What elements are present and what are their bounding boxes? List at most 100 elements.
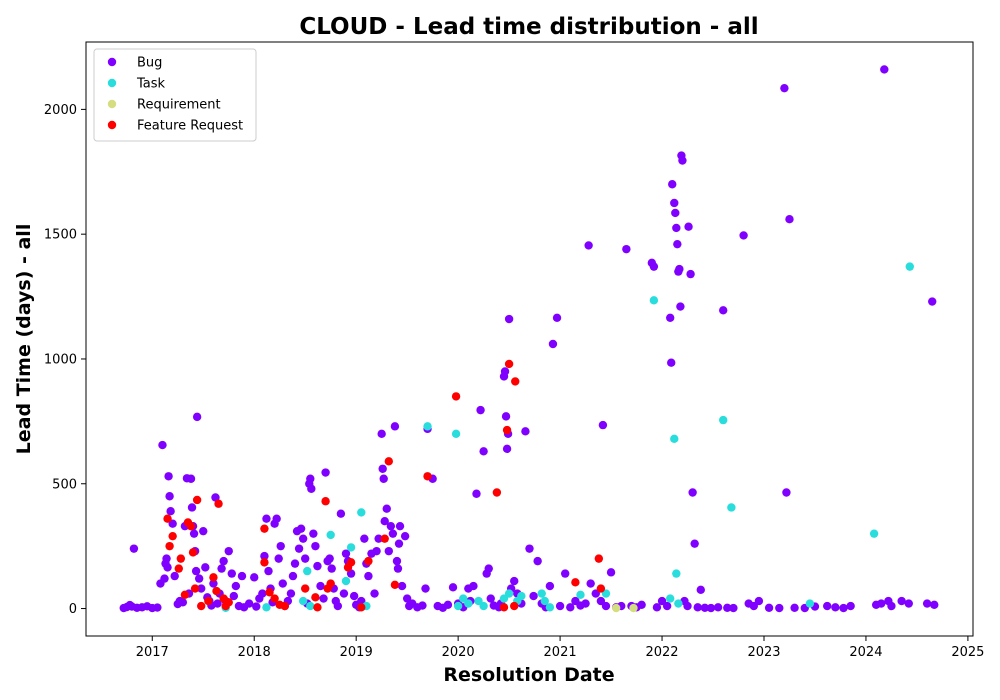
x-tick-label: 2024 [849, 645, 882, 660]
point-bug [392, 556, 402, 566]
point-bug [186, 474, 196, 483]
point-task [306, 601, 315, 611]
point-bug [552, 313, 562, 322]
legend-label-task: Task [136, 77, 166, 92]
point-bug [696, 585, 705, 595]
point-bug [476, 405, 485, 415]
point-bug [227, 569, 236, 578]
point-bug [400, 531, 410, 541]
point-feature-request [260, 558, 269, 567]
point-bug [307, 484, 316, 493]
legend-box [93, 48, 257, 142]
point-bug [199, 526, 208, 536]
point-task [545, 603, 555, 612]
point-feature-request [594, 554, 604, 563]
point-bug [158, 440, 167, 450]
x-tick-label: 2019 [340, 645, 373, 660]
point-bug [545, 581, 555, 591]
point-bug [170, 571, 179, 581]
point-bug [187, 503, 197, 512]
point-bug [306, 474, 315, 483]
point-bug [448, 583, 458, 592]
legend-marker-task [107, 78, 117, 88]
point-bug [670, 198, 679, 208]
point-bug [211, 493, 220, 502]
point-bug [880, 65, 889, 74]
point-bug [486, 594, 495, 603]
point-bug [217, 564, 226, 573]
legend-label-bug: Bug [137, 56, 162, 71]
point-bug [380, 516, 389, 526]
point-feature-request [502, 425, 512, 435]
point-bug [637, 600, 646, 609]
point-bug [678, 156, 687, 165]
point-bug [418, 601, 427, 610]
point-task [517, 591, 526, 601]
point-bug [622, 244, 631, 254]
point-bug [209, 579, 218, 588]
point-bug [666, 313, 675, 322]
point-task [298, 596, 308, 606]
point-bug [213, 599, 222, 608]
point-bug [672, 223, 681, 233]
point-feature-request [571, 578, 580, 587]
point-bug [264, 566, 273, 576]
point-bug [649, 262, 659, 271]
point-feature-request [504, 359, 514, 369]
x-tick-label: 2017 [136, 645, 169, 660]
point-bug [321, 468, 330, 477]
point-bug [668, 180, 677, 189]
point-bug [479, 447, 488, 456]
point-task [805, 599, 815, 608]
point-bug [290, 559, 300, 568]
point-feature-request [346, 558, 356, 567]
point-bug [719, 306, 728, 315]
point-bug [229, 591, 239, 601]
point-bug [673, 239, 682, 249]
point-bug [160, 574, 169, 583]
point-bug [693, 603, 702, 612]
y-tick-label: 2000 [44, 103, 77, 118]
point-bug [378, 464, 387, 473]
point-bug [325, 554, 334, 563]
point-bug [272, 514, 281, 523]
point-bug [586, 579, 595, 588]
point-task [504, 589, 514, 598]
point-bug [153, 603, 162, 612]
point-bug [484, 564, 493, 573]
point-task [537, 589, 546, 598]
point-bug [237, 571, 247, 581]
point-feature-request [280, 601, 290, 611]
point-bug [897, 596, 906, 606]
point-bug [510, 576, 519, 586]
point-feature-request [188, 548, 198, 557]
point-bug [397, 581, 407, 591]
point-bug [529, 591, 538, 601]
point-bug [690, 539, 699, 548]
point-bug [327, 564, 336, 573]
point-bug [164, 472, 173, 481]
point-feature-request [357, 603, 366, 612]
point-bug [162, 554, 171, 563]
point-bug [250, 573, 259, 582]
point-bug [555, 601, 565, 611]
point-bug [785, 215, 794, 224]
point-task [869, 529, 879, 538]
point-feature-request [165, 541, 174, 551]
point-bug [700, 603, 710, 612]
plot-frame [85, 41, 974, 637]
point-bug [346, 569, 356, 578]
point-feature-request [313, 603, 322, 612]
x-tick-label: 2025 [951, 645, 984, 660]
legend-label-feature-request: Feature Request [137, 119, 243, 134]
point-bug [333, 601, 343, 611]
point-task [540, 596, 549, 606]
x-axis: 2017 2018 2019 2020 2021 2022 2023 2024 2025 [136, 636, 984, 660]
point-bug [443, 600, 453, 609]
point-bug [296, 524, 306, 533]
point-bug [129, 544, 139, 553]
point-bug [360, 534, 369, 543]
point-bug [601, 601, 611, 611]
point-feature-request [186, 521, 196, 531]
